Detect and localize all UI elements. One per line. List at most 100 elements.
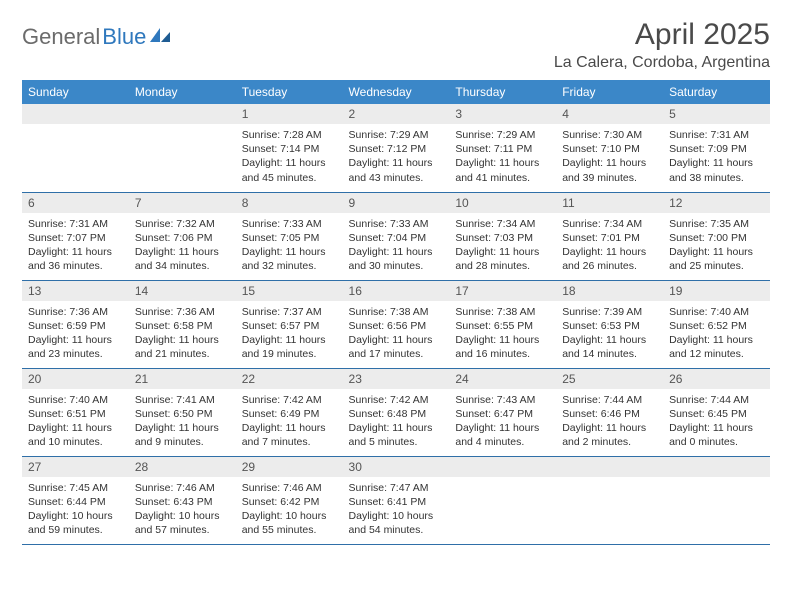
- day-details: Sunrise: 7:30 AMSunset: 7:10 PMDaylight:…: [556, 124, 663, 191]
- daylight-text: Daylight: 11 hours and 30 minutes.: [349, 245, 444, 273]
- sunrise-text: Sunrise: 7:28 AM: [242, 128, 337, 142]
- day-details: Sunrise: 7:33 AMSunset: 7:05 PMDaylight:…: [236, 213, 343, 280]
- day-details: Sunrise: 7:47 AMSunset: 6:41 PMDaylight:…: [343, 477, 450, 544]
- calendar-day-cell: 1Sunrise: 7:28 AMSunset: 7:14 PMDaylight…: [236, 104, 343, 192]
- day-number: 23: [343, 369, 450, 389]
- daylight-text: Daylight: 11 hours and 4 minutes.: [455, 421, 550, 449]
- sunset-text: Sunset: 7:03 PM: [455, 231, 550, 245]
- logo-sail-icon: [150, 26, 172, 49]
- day-number: 6: [22, 193, 129, 213]
- weekday-header: Wednesday: [343, 80, 450, 104]
- day-details: Sunrise: 7:42 AMSunset: 6:48 PMDaylight:…: [343, 389, 450, 456]
- day-number: 11: [556, 193, 663, 213]
- sunset-text: Sunset: 6:46 PM: [562, 407, 657, 421]
- day-number: 15: [236, 281, 343, 301]
- sunset-text: Sunset: 7:01 PM: [562, 231, 657, 245]
- daylight-text: Daylight: 10 hours and 57 minutes.: [135, 509, 230, 537]
- sunset-text: Sunset: 6:43 PM: [135, 495, 230, 509]
- calendar-day-cell: 18Sunrise: 7:39 AMSunset: 6:53 PMDayligh…: [556, 280, 663, 368]
- calendar-day-cell: 24Sunrise: 7:43 AMSunset: 6:47 PMDayligh…: [449, 368, 556, 456]
- calendar-day-cell: 5Sunrise: 7:31 AMSunset: 7:09 PMDaylight…: [663, 104, 770, 192]
- weekday-header: Friday: [556, 80, 663, 104]
- sunset-text: Sunset: 6:57 PM: [242, 319, 337, 333]
- day-number: 12: [663, 193, 770, 213]
- day-details: Sunrise: 7:31 AMSunset: 7:07 PMDaylight:…: [22, 213, 129, 280]
- day-number: 17: [449, 281, 556, 301]
- sunset-text: Sunset: 6:48 PM: [349, 407, 444, 421]
- day-details: Sunrise: 7:36 AMSunset: 6:59 PMDaylight:…: [22, 301, 129, 368]
- calendar-day-cell: 10Sunrise: 7:34 AMSunset: 7:03 PMDayligh…: [449, 192, 556, 280]
- sunset-text: Sunset: 6:59 PM: [28, 319, 123, 333]
- sunrise-text: Sunrise: 7:36 AM: [28, 305, 123, 319]
- day-number: 9: [343, 193, 450, 213]
- day-details: Sunrise: 7:32 AMSunset: 7:06 PMDaylight:…: [129, 213, 236, 280]
- logo-text-blue: Blue: [102, 24, 146, 50]
- sunset-text: Sunset: 6:41 PM: [349, 495, 444, 509]
- day-details: [663, 477, 770, 537]
- daylight-text: Daylight: 11 hours and 39 minutes.: [562, 156, 657, 184]
- day-number: 28: [129, 457, 236, 477]
- sunrise-text: Sunrise: 7:42 AM: [349, 393, 444, 407]
- day-details: [556, 477, 663, 537]
- calendar-day-cell: 19Sunrise: 7:40 AMSunset: 6:52 PMDayligh…: [663, 280, 770, 368]
- sunrise-text: Sunrise: 7:47 AM: [349, 481, 444, 495]
- sunrise-text: Sunrise: 7:33 AM: [349, 217, 444, 231]
- calendar-day-cell: 11Sunrise: 7:34 AMSunset: 7:01 PMDayligh…: [556, 192, 663, 280]
- sunrise-text: Sunrise: 7:31 AM: [669, 128, 764, 142]
- calendar-day-cell: [22, 104, 129, 192]
- sunrise-text: Sunrise: 7:33 AM: [242, 217, 337, 231]
- sunset-text: Sunset: 7:14 PM: [242, 142, 337, 156]
- calendar-day-cell: 17Sunrise: 7:38 AMSunset: 6:55 PMDayligh…: [449, 280, 556, 368]
- day-number: 22: [236, 369, 343, 389]
- calendar-day-cell: 29Sunrise: 7:46 AMSunset: 6:42 PMDayligh…: [236, 456, 343, 544]
- day-details: Sunrise: 7:45 AMSunset: 6:44 PMDaylight:…: [22, 477, 129, 544]
- day-number: 27: [22, 457, 129, 477]
- day-number: 24: [449, 369, 556, 389]
- day-details: [22, 124, 129, 184]
- calendar-day-cell: 2Sunrise: 7:29 AMSunset: 7:12 PMDaylight…: [343, 104, 450, 192]
- daylight-text: Daylight: 11 hours and 41 minutes.: [455, 156, 550, 184]
- day-number: 19: [663, 281, 770, 301]
- day-number: 20: [22, 369, 129, 389]
- day-number: 18: [556, 281, 663, 301]
- calendar-day-cell: 25Sunrise: 7:44 AMSunset: 6:46 PMDayligh…: [556, 368, 663, 456]
- daylight-text: Daylight: 11 hours and 28 minutes.: [455, 245, 550, 273]
- daylight-text: Daylight: 11 hours and 32 minutes.: [242, 245, 337, 273]
- day-number: 14: [129, 281, 236, 301]
- day-number: 16: [343, 281, 450, 301]
- day-number: 1: [236, 104, 343, 124]
- logo: GeneralBlue: [22, 24, 172, 50]
- daylight-text: Daylight: 11 hours and 12 minutes.: [669, 333, 764, 361]
- calendar-page: GeneralBlue April 2025 La Calera, Cordob…: [0, 0, 792, 563]
- calendar-day-cell: [129, 104, 236, 192]
- daylight-text: Daylight: 11 hours and 21 minutes.: [135, 333, 230, 361]
- day-details: [449, 477, 556, 537]
- daylight-text: Daylight: 11 hours and 38 minutes.: [669, 156, 764, 184]
- day-details: Sunrise: 7:46 AMSunset: 6:42 PMDaylight:…: [236, 477, 343, 544]
- sunset-text: Sunset: 7:11 PM: [455, 142, 550, 156]
- daylight-text: Daylight: 11 hours and 17 minutes.: [349, 333, 444, 361]
- sunset-text: Sunset: 6:44 PM: [28, 495, 123, 509]
- weekday-header: Thursday: [449, 80, 556, 104]
- location-text: La Calera, Cordoba, Argentina: [554, 54, 770, 72]
- day-details: Sunrise: 7:34 AMSunset: 7:03 PMDaylight:…: [449, 213, 556, 280]
- day-number: 30: [343, 457, 450, 477]
- sunrise-text: Sunrise: 7:46 AM: [135, 481, 230, 495]
- calendar-day-cell: [556, 456, 663, 544]
- daylight-text: Daylight: 11 hours and 7 minutes.: [242, 421, 337, 449]
- calendar-week-row: 20Sunrise: 7:40 AMSunset: 6:51 PMDayligh…: [22, 368, 770, 456]
- day-details: Sunrise: 7:38 AMSunset: 6:56 PMDaylight:…: [343, 301, 450, 368]
- day-number: 4: [556, 104, 663, 124]
- calendar-day-cell: 23Sunrise: 7:42 AMSunset: 6:48 PMDayligh…: [343, 368, 450, 456]
- day-number: [556, 457, 663, 477]
- day-number: [449, 457, 556, 477]
- calendar-day-cell: 22Sunrise: 7:42 AMSunset: 6:49 PMDayligh…: [236, 368, 343, 456]
- day-details: Sunrise: 7:36 AMSunset: 6:58 PMDaylight:…: [129, 301, 236, 368]
- day-number: 8: [236, 193, 343, 213]
- calendar-day-cell: 8Sunrise: 7:33 AMSunset: 7:05 PMDaylight…: [236, 192, 343, 280]
- sunset-text: Sunset: 7:00 PM: [669, 231, 764, 245]
- daylight-text: Daylight: 11 hours and 9 minutes.: [135, 421, 230, 449]
- calendar-day-cell: [449, 456, 556, 544]
- sunrise-text: Sunrise: 7:38 AM: [349, 305, 444, 319]
- sunset-text: Sunset: 7:07 PM: [28, 231, 123, 245]
